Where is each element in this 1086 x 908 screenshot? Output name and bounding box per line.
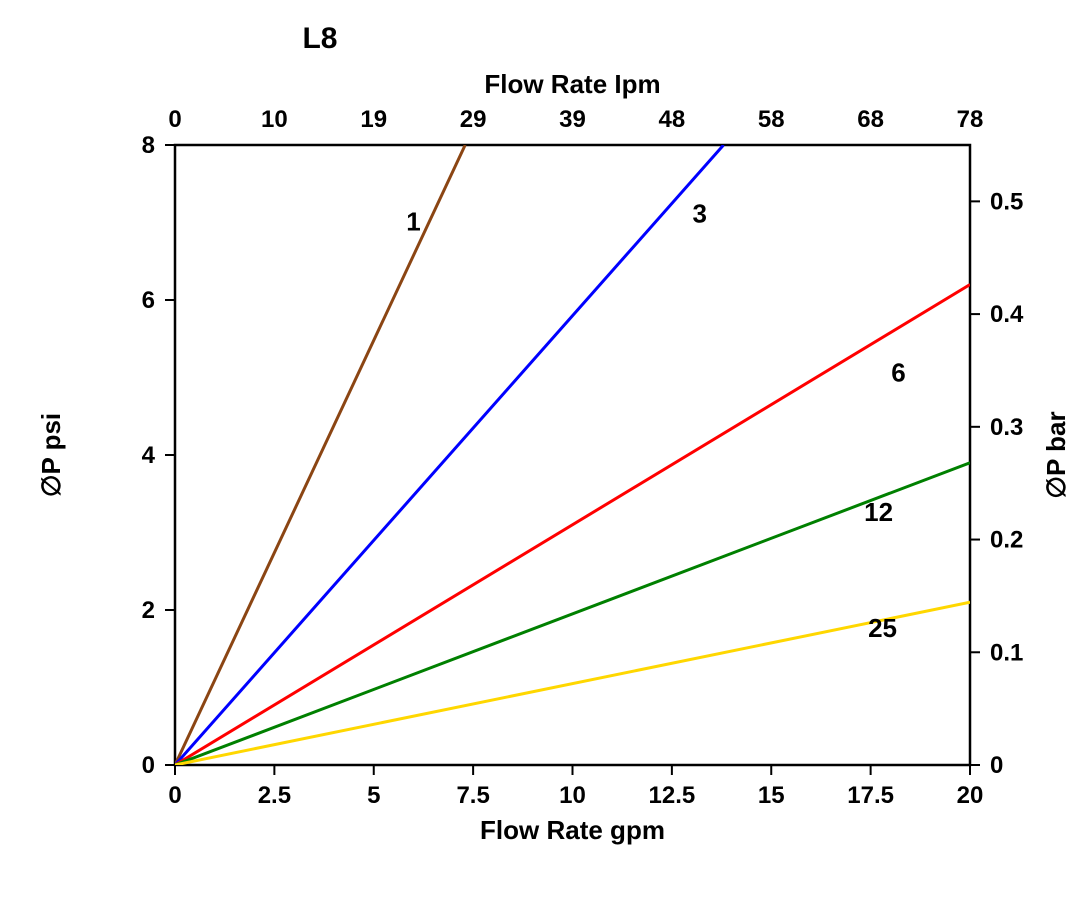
x-bottom-tick-label: 0 bbox=[168, 782, 181, 809]
x-top-tick-label: 58 bbox=[758, 106, 785, 133]
x-top-tick-label: 29 bbox=[460, 106, 487, 133]
series-label-1: 1 bbox=[406, 206, 420, 236]
y-left-tick-label: 4 bbox=[142, 442, 156, 469]
x-top-tick-label: 48 bbox=[659, 106, 686, 133]
x-bottom-tick-label: 5 bbox=[367, 782, 380, 809]
y-right-tick-label: 0.5 bbox=[990, 188, 1023, 215]
y-left-tick-label: 8 bbox=[142, 132, 155, 159]
y-right-tick-label: 0.3 bbox=[990, 414, 1023, 441]
series-label-3: 3 bbox=[692, 199, 706, 229]
x-top-axis-label: Flow Rate Ipm bbox=[484, 69, 660, 99]
x-bottom-axis-label: Flow Rate gpm bbox=[480, 815, 665, 845]
y-right-axis-label: ∅P bar bbox=[1041, 411, 1071, 498]
x-bottom-tick-label: 2.5 bbox=[258, 782, 291, 809]
x-bottom-tick-label: 10 bbox=[559, 782, 586, 809]
y-left-tick-label: 6 bbox=[142, 287, 155, 314]
x-bottom-tick-label: 7.5 bbox=[456, 782, 489, 809]
chart-container: L8136122502.557.51012.51517.520Flow Rate… bbox=[0, 0, 1086, 908]
y-left-tick-label: 2 bbox=[142, 597, 155, 624]
x-top-tick-label: 19 bbox=[360, 106, 387, 133]
x-top-tick-label: 0 bbox=[168, 106, 181, 133]
x-top-tick-label: 68 bbox=[857, 106, 884, 133]
x-bottom-tick-label: 15 bbox=[758, 782, 785, 809]
y-right-tick-label: 0.4 bbox=[990, 301, 1024, 328]
y-right-tick-label: 0.1 bbox=[990, 639, 1023, 666]
x-bottom-tick-label: 17.5 bbox=[847, 782, 894, 809]
y-right-tick-label: 0 bbox=[990, 752, 1003, 779]
series-label-6: 6 bbox=[891, 357, 905, 387]
chart-title: L8 bbox=[302, 22, 337, 55]
y-left-axis-label: ∅P psi bbox=[36, 413, 66, 497]
x-top-tick-label: 78 bbox=[957, 106, 984, 133]
x-bottom-tick-label: 12.5 bbox=[649, 782, 696, 809]
y-left-tick-label: 0 bbox=[142, 752, 155, 779]
x-bottom-tick-label: 20 bbox=[957, 782, 984, 809]
series-label-12: 12 bbox=[864, 497, 893, 527]
series-label-25: 25 bbox=[868, 613, 897, 643]
chart-svg: L8136122502.557.51012.51517.520Flow Rate… bbox=[0, 0, 1086, 908]
x-top-tick-label: 10 bbox=[261, 106, 288, 133]
x-top-tick-label: 39 bbox=[559, 106, 586, 133]
y-right-tick-label: 0.2 bbox=[990, 527, 1023, 554]
